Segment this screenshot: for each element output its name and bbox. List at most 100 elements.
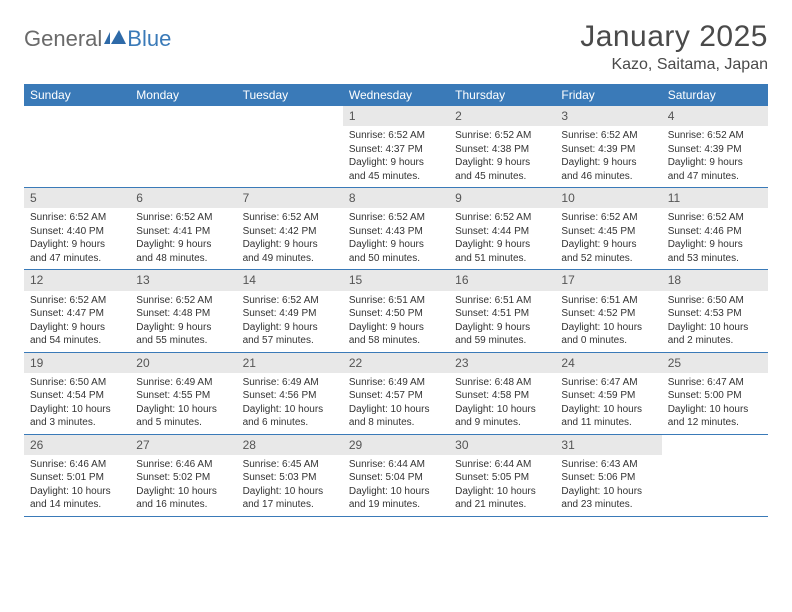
day-details: Sunrise: 6:45 AMSunset: 5:03 PMDaylight:…	[237, 455, 343, 516]
sunrise-line: Sunrise: 6:49 AM	[136, 376, 230, 390]
daylight-line: Daylight: 10 hours and 8 minutes.	[349, 403, 443, 430]
sunrise-line: Sunrise: 6:44 AM	[455, 458, 549, 472]
calendar-cell: 26Sunrise: 6:46 AMSunset: 5:01 PMDayligh…	[24, 435, 130, 516]
daylight-line: Daylight: 9 hours and 54 minutes.	[30, 321, 124, 348]
sunset-line: Sunset: 4:42 PM	[243, 225, 337, 239]
day-number: 28	[237, 435, 343, 455]
daylight-line: Daylight: 10 hours and 14 minutes.	[30, 485, 124, 512]
day-number: 11	[662, 188, 768, 208]
daylight-line: Daylight: 10 hours and 16 minutes.	[136, 485, 230, 512]
day-details: Sunrise: 6:48 AMSunset: 4:58 PMDaylight:…	[449, 373, 555, 434]
sunset-line: Sunset: 4:59 PM	[561, 389, 655, 403]
header-row: General Blue January 2025 Kazo, Saitama,…	[24, 20, 768, 74]
calendar-week-row: 5Sunrise: 6:52 AMSunset: 4:40 PMDaylight…	[24, 188, 768, 270]
day-number: 15	[343, 270, 449, 290]
day-details: Sunrise: 6:50 AMSunset: 4:54 PMDaylight:…	[24, 373, 130, 434]
sunset-line: Sunset: 5:03 PM	[243, 471, 337, 485]
calendar-week-row: 12Sunrise: 6:52 AMSunset: 4:47 PMDayligh…	[24, 270, 768, 352]
calendar-cell: 31Sunrise: 6:43 AMSunset: 5:06 PMDayligh…	[555, 435, 661, 516]
sunrise-line: Sunrise: 6:51 AM	[349, 294, 443, 308]
calendar-cell: 13Sunrise: 6:52 AMSunset: 4:48 PMDayligh…	[130, 270, 236, 351]
daylight-line: Daylight: 10 hours and 17 minutes.	[243, 485, 337, 512]
day-details: Sunrise: 6:52 AMSunset: 4:46 PMDaylight:…	[662, 208, 768, 269]
calendar-cell: 14Sunrise: 6:52 AMSunset: 4:49 PMDayligh…	[237, 270, 343, 351]
day-number: 25	[662, 353, 768, 373]
day-details: Sunrise: 6:50 AMSunset: 4:53 PMDaylight:…	[662, 291, 768, 352]
sunrise-line: Sunrise: 6:44 AM	[349, 458, 443, 472]
day-number: 14	[237, 270, 343, 290]
daylight-line: Daylight: 10 hours and 5 minutes.	[136, 403, 230, 430]
sunrise-line: Sunrise: 6:52 AM	[243, 294, 337, 308]
sunset-line: Sunset: 4:40 PM	[30, 225, 124, 239]
sunrise-line: Sunrise: 6:46 AM	[30, 458, 124, 472]
day-number: 6	[130, 188, 236, 208]
sunset-line: Sunset: 4:53 PM	[668, 307, 762, 321]
flag-icon	[104, 26, 126, 52]
sunset-line: Sunset: 4:37 PM	[349, 143, 443, 157]
calendar-cell: 20Sunrise: 6:49 AMSunset: 4:55 PMDayligh…	[130, 353, 236, 434]
day-details: Sunrise: 6:51 AMSunset: 4:52 PMDaylight:…	[555, 291, 661, 352]
day-number: 13	[130, 270, 236, 290]
day-number: 18	[662, 270, 768, 290]
calendar-week-row: 19Sunrise: 6:50 AMSunset: 4:54 PMDayligh…	[24, 353, 768, 435]
sunrise-line: Sunrise: 6:52 AM	[30, 294, 124, 308]
sunset-line: Sunset: 5:05 PM	[455, 471, 549, 485]
day-details: Sunrise: 6:52 AMSunset: 4:39 PMDaylight:…	[662, 126, 768, 187]
sunrise-line: Sunrise: 6:50 AM	[30, 376, 124, 390]
day-number: 30	[449, 435, 555, 455]
sunset-line: Sunset: 4:57 PM	[349, 389, 443, 403]
calendar-cell: 4Sunrise: 6:52 AMSunset: 4:39 PMDaylight…	[662, 106, 768, 187]
sunrise-line: Sunrise: 6:52 AM	[668, 129, 762, 143]
sunset-line: Sunset: 4:39 PM	[561, 143, 655, 157]
calendar-grid: SundayMondayTuesdayWednesdayThursdayFrid…	[24, 84, 768, 517]
daylight-line: Daylight: 10 hours and 9 minutes.	[455, 403, 549, 430]
calendar-cell: 12Sunrise: 6:52 AMSunset: 4:47 PMDayligh…	[24, 270, 130, 351]
day-number: 24	[555, 353, 661, 373]
weekday-header-cell: Sunday	[24, 84, 130, 106]
day-details: Sunrise: 6:49 AMSunset: 4:57 PMDaylight:…	[343, 373, 449, 434]
day-details: Sunrise: 6:46 AMSunset: 5:01 PMDaylight:…	[24, 455, 130, 516]
calendar-cell: 29Sunrise: 6:44 AMSunset: 5:04 PMDayligh…	[343, 435, 449, 516]
day-number: 22	[343, 353, 449, 373]
sunset-line: Sunset: 4:52 PM	[561, 307, 655, 321]
daylight-line: Daylight: 10 hours and 0 minutes.	[561, 321, 655, 348]
daylight-line: Daylight: 10 hours and 23 minutes.	[561, 485, 655, 512]
calendar-cell: 8Sunrise: 6:52 AMSunset: 4:43 PMDaylight…	[343, 188, 449, 269]
calendar-cell: 23Sunrise: 6:48 AMSunset: 4:58 PMDayligh…	[449, 353, 555, 434]
calendar-page: General Blue January 2025 Kazo, Saitama,…	[0, 0, 792, 537]
sunrise-line: Sunrise: 6:52 AM	[136, 294, 230, 308]
day-details: Sunrise: 6:52 AMSunset: 4:40 PMDaylight:…	[24, 208, 130, 269]
sunset-line: Sunset: 4:58 PM	[455, 389, 549, 403]
sunrise-line: Sunrise: 6:52 AM	[668, 211, 762, 225]
sunset-line: Sunset: 4:41 PM	[136, 225, 230, 239]
calendar-week-row: 26Sunrise: 6:46 AMSunset: 5:01 PMDayligh…	[24, 435, 768, 517]
daylight-line: Daylight: 9 hours and 53 minutes.	[668, 238, 762, 265]
day-number: 19	[24, 353, 130, 373]
day-number: 8	[343, 188, 449, 208]
day-details: Sunrise: 6:52 AMSunset: 4:49 PMDaylight:…	[237, 291, 343, 352]
sunset-line: Sunset: 4:39 PM	[668, 143, 762, 157]
weekday-header-cell: Friday	[555, 84, 661, 106]
calendar-week-row: 1Sunrise: 6:52 AMSunset: 4:37 PMDaylight…	[24, 106, 768, 188]
calendar-cell: 10Sunrise: 6:52 AMSunset: 4:45 PMDayligh…	[555, 188, 661, 269]
daylight-line: Daylight: 9 hours and 45 minutes.	[455, 156, 549, 183]
day-details: Sunrise: 6:52 AMSunset: 4:39 PMDaylight:…	[555, 126, 661, 187]
sunset-line: Sunset: 4:47 PM	[30, 307, 124, 321]
sunset-line: Sunset: 4:54 PM	[30, 389, 124, 403]
weekday-header-row: SundayMondayTuesdayWednesdayThursdayFrid…	[24, 84, 768, 106]
sunset-line: Sunset: 4:56 PM	[243, 389, 337, 403]
day-details: Sunrise: 6:51 AMSunset: 4:50 PMDaylight:…	[343, 291, 449, 352]
calendar-cell: 9Sunrise: 6:52 AMSunset: 4:44 PMDaylight…	[449, 188, 555, 269]
sunrise-line: Sunrise: 6:52 AM	[136, 211, 230, 225]
sunrise-line: Sunrise: 6:52 AM	[561, 211, 655, 225]
daylight-line: Daylight: 9 hours and 55 minutes.	[136, 321, 230, 348]
sunset-line: Sunset: 5:04 PM	[349, 471, 443, 485]
sunrise-line: Sunrise: 6:49 AM	[243, 376, 337, 390]
day-details: Sunrise: 6:52 AMSunset: 4:43 PMDaylight:…	[343, 208, 449, 269]
day-details: Sunrise: 6:52 AMSunset: 4:45 PMDaylight:…	[555, 208, 661, 269]
weeks-container: 1Sunrise: 6:52 AMSunset: 4:37 PMDaylight…	[24, 106, 768, 517]
sunset-line: Sunset: 4:38 PM	[455, 143, 549, 157]
sunset-line: Sunset: 4:55 PM	[136, 389, 230, 403]
day-details: Sunrise: 6:52 AMSunset: 4:44 PMDaylight:…	[449, 208, 555, 269]
day-details: Sunrise: 6:52 AMSunset: 4:38 PMDaylight:…	[449, 126, 555, 187]
